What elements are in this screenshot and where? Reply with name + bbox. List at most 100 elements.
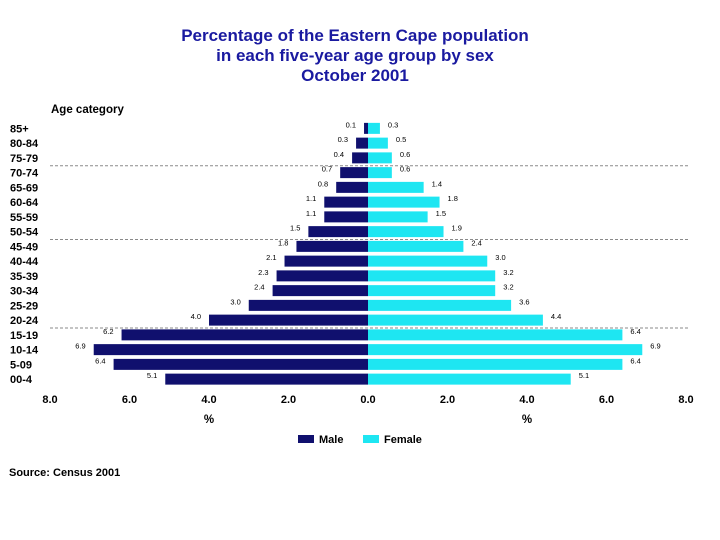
age-label-20-24: 20-24 xyxy=(10,315,39,327)
age-label-10-14: 10-14 xyxy=(10,345,39,357)
age-label-45-49: 45-49 xyxy=(10,241,38,253)
bar-female-55-59 xyxy=(368,211,428,223)
data-label-male-55-59: 1.1 xyxy=(306,209,316,218)
data-label-male-10-14: 6.9 xyxy=(75,342,85,351)
bar-male-40-44 xyxy=(284,255,368,267)
legend-label-female: Female xyxy=(384,434,422,446)
bar-male-70-74 xyxy=(340,167,368,179)
data-label-male-30-34: 2.4 xyxy=(254,283,264,292)
x-tick-8: 8.0 xyxy=(678,394,693,406)
bar-female-85+ xyxy=(368,122,380,134)
bar-male-75-79 xyxy=(352,152,368,164)
bar-male-80-84 xyxy=(356,137,368,149)
bar-male-15-19 xyxy=(121,329,368,341)
source-note: Source: Census 2001 xyxy=(9,467,120,479)
x-axis-tick-labels: 8.0 6.0 4.0 2.0 0.0 2.0 4.0 6.0 8.0 xyxy=(42,394,693,406)
bar-female-40-44 xyxy=(368,255,488,267)
data-label-male-70-74: 0.7 xyxy=(322,165,332,174)
data-label-male-20-24: 4.0 xyxy=(191,312,201,321)
x-tick-7: 6.0 xyxy=(599,394,614,406)
bar-female-50-54 xyxy=(368,226,444,238)
x-tick-5: 2.0 xyxy=(440,394,455,406)
data-label-male-00-4: 5.1 xyxy=(147,371,157,380)
bar-male-20-24 xyxy=(209,314,368,326)
bar-male-60-64 xyxy=(324,196,368,208)
legend-label-male: Male xyxy=(319,434,343,446)
x-tick-4: 0.0 xyxy=(360,394,375,406)
age-category-labels: 85+ 80-84 75-79 70-74 65-69 60-64 55-59 50-54 45… xyxy=(10,123,39,386)
data-label-female-70-74: 0.6 xyxy=(400,165,410,174)
bar-male-10-14 xyxy=(93,344,368,356)
age-label-5-09: 5-09 xyxy=(10,359,32,371)
chart-title-line-3: October 2001 xyxy=(301,66,409,85)
bar-female-65-69 xyxy=(368,181,424,193)
data-label-female-35-39: 3.2 xyxy=(503,268,513,277)
bar-male-55-59 xyxy=(324,211,368,223)
bar-female-45-49 xyxy=(368,240,464,252)
bar-male-30-34 xyxy=(272,285,368,297)
data-label-male-35-39: 2.3 xyxy=(258,268,268,277)
bar-female-70-74 xyxy=(368,167,392,179)
data-label-female-15-19: 6.4 xyxy=(630,327,640,336)
data-label-female-25-29: 3.6 xyxy=(519,297,529,306)
data-label-female-60-64: 1.8 xyxy=(448,194,458,203)
bar-male-45-49 xyxy=(296,240,368,252)
bar-female-80-84 xyxy=(368,137,388,149)
data-label-male-75-79: 0.4 xyxy=(334,150,344,159)
x-tick-0: 8.0 xyxy=(42,394,57,406)
bar-female-60-64 xyxy=(368,196,440,208)
x-tick-3: 2.0 xyxy=(281,394,296,406)
y-axis-title: Age category xyxy=(51,104,124,116)
data-label-female-85+: 0.3 xyxy=(388,120,398,129)
age-label-00-4: 00-4 xyxy=(10,374,33,386)
data-label-male-40-44: 2.1 xyxy=(266,253,276,262)
data-label-female-40-44: 3.0 xyxy=(495,253,505,262)
x-tick-2: 4.0 xyxy=(201,394,216,406)
age-label-85+: 85+ xyxy=(10,123,29,135)
bar-female-00-4 xyxy=(368,373,571,385)
data-label-male-25-29: 3.0 xyxy=(230,297,240,306)
chart-title-line-2: in each five-year age group by sex xyxy=(216,46,494,65)
data-label-female-00-4: 5.1 xyxy=(579,371,589,380)
bar-male-35-39 xyxy=(276,270,368,282)
x-tick-6: 4.0 xyxy=(519,394,534,406)
data-label-female-65-69: 1.4 xyxy=(432,179,442,188)
data-label-male-15-19: 6.2 xyxy=(103,327,113,336)
data-label-male-80-84: 0.3 xyxy=(338,135,348,144)
age-group-separators xyxy=(50,165,688,329)
data-labels: 0.1 0.3 0.3 0.5 0.4 0.6 0.7 0.6 0.8 1.4 1.1 1.8 1.1 1… xyxy=(75,120,660,380)
age-label-50-54: 50-54 xyxy=(10,227,39,239)
bar-male-85+ xyxy=(364,122,368,134)
data-label-female-80-84: 0.5 xyxy=(396,135,406,144)
bar-female-5-09 xyxy=(368,358,623,370)
bar-female-25-29 xyxy=(368,299,512,311)
age-label-30-34: 30-34 xyxy=(10,286,39,298)
age-label-60-64: 60-64 xyxy=(10,197,39,209)
bar-female-20-24 xyxy=(368,314,543,326)
chart-title-line-1: Percentage of the Eastern Cape populatio… xyxy=(181,26,529,45)
bar-female-75-79 xyxy=(368,152,392,164)
age-label-75-79: 75-79 xyxy=(10,153,38,165)
data-label-female-50-54: 1.9 xyxy=(452,224,462,233)
legend-swatch-female xyxy=(363,435,379,443)
x-axis-unit-left: % xyxy=(204,414,214,426)
age-label-25-29: 25-29 xyxy=(10,300,38,312)
data-label-female-75-79: 0.6 xyxy=(400,150,410,159)
data-label-female-20-24: 4.4 xyxy=(551,312,561,321)
legend: Male Female xyxy=(298,434,422,446)
data-label-male-65-69: 0.8 xyxy=(318,179,328,188)
age-label-55-59: 55-59 xyxy=(10,212,38,224)
bar-female-35-39 xyxy=(368,270,496,282)
bar-female-30-34 xyxy=(368,285,496,297)
data-label-female-30-34: 3.2 xyxy=(503,283,513,292)
age-label-15-19: 15-19 xyxy=(10,330,38,342)
age-label-70-74: 70-74 xyxy=(10,168,39,180)
legend-swatch-male xyxy=(298,435,314,443)
data-label-male-60-64: 1.1 xyxy=(306,194,316,203)
x-axis-unit-right: % xyxy=(522,414,532,426)
bar-male-5-09 xyxy=(113,358,368,370)
age-label-65-69: 65-69 xyxy=(10,182,38,194)
age-label-40-44: 40-44 xyxy=(10,256,39,268)
bar-male-25-29 xyxy=(248,299,368,311)
data-label-female-10-14: 6.9 xyxy=(650,342,660,351)
